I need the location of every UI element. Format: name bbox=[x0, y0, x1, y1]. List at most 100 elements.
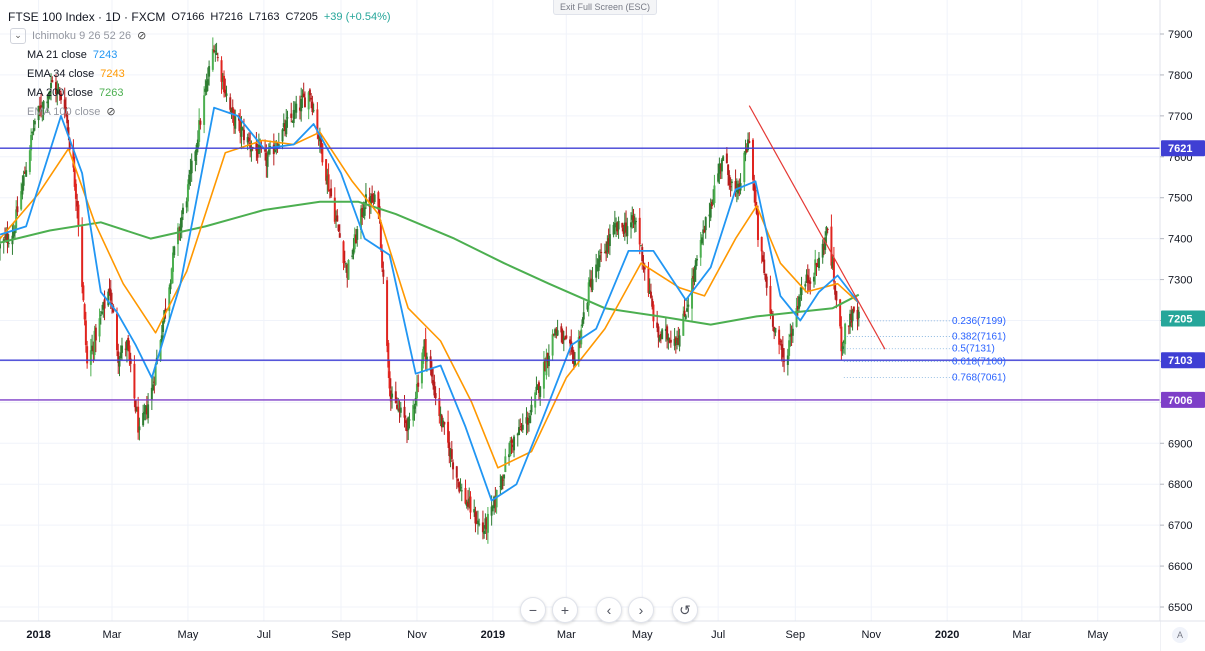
candle-body bbox=[571, 347, 574, 353]
candle-body bbox=[641, 247, 644, 262]
candle-body bbox=[373, 194, 376, 202]
candle-body bbox=[293, 110, 296, 112]
candle-body bbox=[851, 310, 854, 321]
candle-body bbox=[224, 89, 227, 94]
candle-body bbox=[292, 109, 295, 123]
zoom-in-button[interactable]: + bbox=[552, 597, 578, 623]
candle-body bbox=[407, 417, 410, 431]
candle-body bbox=[58, 90, 61, 93]
candle-body bbox=[448, 442, 451, 457]
candle-body bbox=[659, 333, 662, 338]
candle-body bbox=[839, 299, 842, 327]
candle-body bbox=[738, 184, 741, 188]
candle-body bbox=[42, 101, 45, 109]
candle-body bbox=[66, 112, 69, 124]
candle-body bbox=[720, 159, 723, 172]
candle-body bbox=[682, 313, 685, 336]
candle-body bbox=[379, 221, 382, 250]
candle-body bbox=[168, 287, 171, 311]
reset-chart-button[interactable]: ↺ bbox=[672, 597, 698, 623]
hidden-eye-icon[interactable]: ⊘ bbox=[137, 30, 147, 42]
candle-body bbox=[613, 223, 616, 228]
candle-body bbox=[433, 381, 436, 396]
candle-body bbox=[481, 522, 484, 533]
collapse-legend-icon[interactable]: ⌄ bbox=[10, 27, 26, 44]
candle-body bbox=[40, 105, 43, 112]
indicator-row[interactable]: MA 200 close 7263 bbox=[8, 83, 391, 102]
candle-body bbox=[804, 284, 807, 287]
candle-body bbox=[98, 318, 101, 337]
zoom-out-button[interactable]: − bbox=[520, 597, 546, 623]
candle-body bbox=[310, 97, 313, 100]
candle-body bbox=[312, 110, 315, 112]
candle-body bbox=[404, 420, 407, 424]
candle-body bbox=[551, 334, 554, 356]
candle-body bbox=[826, 229, 829, 231]
candle-body bbox=[59, 93, 62, 100]
candle-body bbox=[25, 170, 28, 177]
fib-level-label: 0.382(7161) bbox=[952, 331, 1006, 342]
candle-body bbox=[753, 183, 756, 192]
candle-body bbox=[744, 151, 747, 155]
candle-body bbox=[779, 341, 782, 343]
candle-body bbox=[378, 206, 381, 219]
scroll-left-button[interactable]: ‹ bbox=[596, 597, 622, 623]
candle-body bbox=[307, 92, 310, 110]
scroll-right-button[interactable]: › bbox=[628, 597, 654, 623]
indicator-row[interactable]: ⌄ Ichimoku 9 26 52 26 ⊘ bbox=[8, 26, 391, 45]
candle-body bbox=[327, 174, 330, 191]
candle-body bbox=[103, 299, 106, 309]
candle-body bbox=[847, 325, 850, 327]
candle-body bbox=[521, 424, 524, 430]
price-badge-label: 7205 bbox=[1168, 313, 1192, 325]
exit-fullscreen-button[interactable]: Exit Full Screen (ESC) bbox=[553, 0, 658, 15]
time-axis[interactable]: 2018 Mar May Jul Sep Nov 2019 Mar May Jul Sep Nov 20… bbox=[0, 620, 1205, 651]
candle-body bbox=[345, 263, 348, 265]
price-tick-label: 7400 bbox=[1168, 234, 1192, 246]
time-tick-label: May bbox=[632, 629, 653, 641]
indicator-row[interactable]: EMA 100 close ⊘ bbox=[8, 102, 391, 121]
candle-body bbox=[577, 337, 580, 362]
candle-body bbox=[241, 128, 244, 130]
candle-body bbox=[107, 291, 110, 306]
candle-body bbox=[391, 393, 394, 398]
candle-body bbox=[625, 222, 628, 233]
candle-body bbox=[699, 239, 702, 258]
change-value: +39 (+0.54%) bbox=[323, 11, 391, 23]
symbol-title[interactable]: FTSE 100 Index · 1D · FXCM bbox=[8, 10, 166, 24]
trendline[interactable] bbox=[748, 105, 886, 350]
candle-body bbox=[93, 330, 96, 356]
candle-body bbox=[669, 339, 672, 343]
indicator-row[interactable]: EMA 34 close 7243 bbox=[8, 64, 391, 83]
hidden-eye-icon[interactable]: ⊘ bbox=[106, 106, 116, 118]
fib-level-label: 0.5(7131) bbox=[952, 344, 995, 355]
indicator-row[interactable]: MA 21 close 7243 bbox=[8, 45, 391, 64]
candle-body bbox=[320, 134, 323, 148]
candle-body bbox=[590, 278, 593, 288]
candle-body bbox=[743, 152, 746, 183]
auto-scale-button[interactable]: A bbox=[1172, 627, 1188, 643]
candle-body bbox=[295, 103, 298, 113]
candle-body bbox=[208, 66, 211, 77]
candle-body bbox=[754, 189, 757, 207]
candle-body bbox=[138, 426, 141, 431]
candle-body bbox=[203, 95, 206, 125]
candle-body bbox=[745, 147, 748, 153]
candle-body bbox=[326, 175, 329, 185]
candle-body bbox=[527, 420, 530, 423]
candle-body bbox=[529, 415, 532, 423]
price-axis[interactable]: 6500660067006800690070007100720073007400… bbox=[1159, 0, 1205, 651]
time-tick-label: Mar bbox=[1012, 629, 1031, 641]
candle-body bbox=[20, 191, 23, 210]
candle-body bbox=[857, 311, 860, 319]
candle-body bbox=[686, 308, 689, 312]
candle-body bbox=[580, 329, 583, 345]
symbol-header: FTSE 100 Index · 1D · FXCM O7166 H7216 L… bbox=[8, 8, 391, 26]
candle-body bbox=[800, 287, 803, 296]
indicator-name: EMA 100 close bbox=[27, 105, 101, 118]
candle-body bbox=[468, 498, 471, 504]
candle-body bbox=[204, 88, 207, 92]
candle-body bbox=[372, 200, 375, 202]
candle-body bbox=[623, 222, 626, 232]
